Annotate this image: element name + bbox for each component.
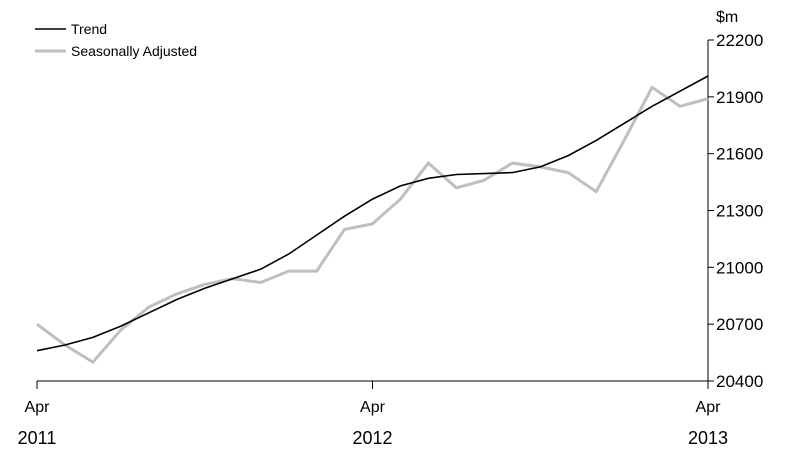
y-tick-label-21300: 21300 (716, 202, 763, 221)
legend: Trend Seasonally Adjusted (35, 21, 197, 59)
x-tick-label-month-2011-04: Apr (25, 399, 51, 416)
x-tick-label-year-2012-04: 2012 (352, 428, 392, 448)
x-tick-label-year-2013-04: 2013 (688, 428, 728, 448)
x-tick-label-year-2011-04: 2011 (18, 428, 57, 448)
series-line-trend (36, 75, 709, 352)
series-line-seasonally-adjusted (36, 85, 709, 365)
series-layer (36, 75, 709, 365)
x-tick-label-month-2012-04: Apr (360, 399, 386, 416)
y-tick-label-22200: 22200 (716, 31, 763, 50)
legend-label-seasonally-adjusted: Seasonally Adjusted (71, 43, 197, 59)
y-tick-label-21900: 21900 (716, 88, 763, 107)
y-tick-label-21600: 21600 (716, 145, 763, 164)
y-tick-label-20400: 20400 (716, 372, 763, 391)
y-tick-label-21000: 21000 (716, 258, 763, 277)
y-axis-unit-label: $m (716, 9, 738, 26)
x-axis: Apr 2011 Apr 2012 Apr 2013 (18, 380, 728, 448)
y-tick-label-20700: 20700 (716, 315, 763, 334)
legend-label-trend: Trend (71, 21, 107, 37)
x-tick-label-month-2013-04: Apr (696, 399, 722, 416)
y-axis: 20400 20700 21000 21300 21600 21900 22200 (707, 31, 763, 391)
